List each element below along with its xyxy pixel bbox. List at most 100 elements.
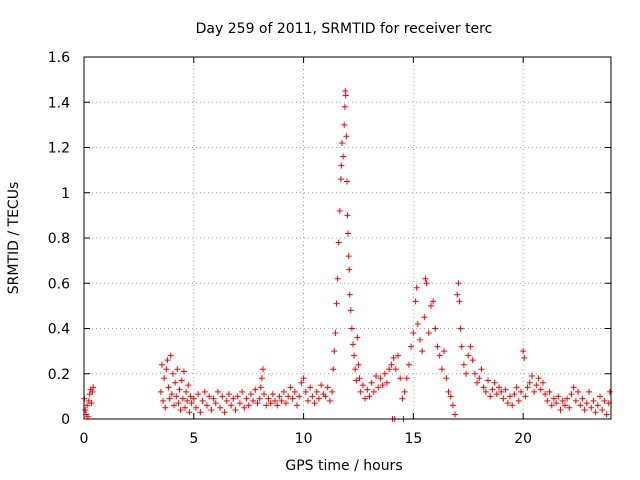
y-tick-label: 0.8 (48, 231, 70, 247)
data-point (458, 343, 465, 350)
data-point (443, 375, 450, 382)
data-point (179, 395, 186, 402)
data-point (452, 411, 459, 418)
data-point (456, 298, 463, 305)
data-point (359, 382, 366, 389)
data-point (326, 397, 333, 404)
data-point (408, 343, 415, 350)
data-point (566, 404, 573, 411)
data-point (254, 400, 261, 407)
data-point (531, 388, 538, 395)
data-point (206, 393, 213, 400)
x-tick-label: 5 (189, 431, 198, 447)
data-point (309, 393, 316, 400)
data-point (491, 379, 498, 386)
data-point (447, 393, 454, 400)
data-point (526, 379, 533, 386)
data-point (467, 343, 474, 350)
data-point (588, 404, 595, 411)
data-point (265, 395, 272, 402)
data-point (539, 379, 546, 386)
data-point (82, 406, 89, 413)
y-tick-labels: 0 0.2 0.4 0.6 0.8 1 1.2 1.4 1.6 (48, 50, 70, 428)
grid-layer (84, 57, 611, 419)
data-point (311, 400, 318, 407)
plot-frame (83, 56, 612, 420)
data-point (568, 391, 575, 398)
data-point (289, 395, 296, 402)
data-point (368, 379, 375, 386)
data-point (351, 352, 358, 359)
y-tick-label: 0 (61, 412, 70, 428)
x-tick-label: 20 (514, 431, 532, 447)
data-point (354, 334, 361, 341)
data-point (259, 366, 266, 373)
x-tick-label: 15 (404, 431, 422, 447)
data-point (228, 402, 235, 409)
data-point (537, 386, 544, 393)
data-point (245, 402, 252, 409)
data-point (278, 397, 285, 404)
data-point (465, 352, 472, 359)
data-point (175, 400, 182, 407)
data-point (223, 397, 230, 404)
data-point (302, 388, 309, 395)
data-point (460, 361, 467, 368)
data-point (422, 275, 429, 282)
data-point (296, 393, 303, 400)
data-point (344, 178, 351, 185)
data-point (482, 388, 489, 395)
data-point (172, 379, 179, 386)
data-point (412, 298, 419, 305)
data-point (337, 176, 344, 183)
data-point (379, 382, 386, 389)
data-point (606, 388, 613, 395)
data-point (427, 302, 434, 309)
data-point (506, 393, 513, 400)
data-point (401, 388, 408, 395)
data-point (445, 388, 452, 395)
data-point (338, 162, 345, 169)
data-point (230, 395, 237, 402)
data-point (252, 386, 259, 393)
data-point (174, 366, 181, 373)
data-point (390, 354, 397, 361)
data-point (341, 121, 348, 128)
data-point (158, 361, 165, 368)
data-point (208, 406, 215, 413)
data-point (544, 397, 551, 404)
data-point (167, 352, 174, 359)
data-point (577, 402, 584, 409)
data-point (485, 377, 492, 384)
data-point (362, 395, 369, 402)
data-point (315, 395, 322, 402)
data-point (550, 395, 557, 402)
data-point (419, 348, 426, 355)
data-point (561, 402, 568, 409)
data-point (183, 388, 190, 395)
data-point (356, 375, 363, 382)
data-point (421, 314, 428, 321)
data-point (280, 388, 287, 395)
data-point (190, 395, 197, 402)
data-point (344, 212, 351, 219)
data-point (332, 330, 339, 337)
data-point (239, 388, 246, 395)
x-tick-label: 10 (295, 431, 313, 447)
data-point (349, 341, 356, 348)
data-point (594, 402, 601, 409)
data-point (476, 375, 483, 382)
data-point (257, 384, 264, 391)
data-point (263, 402, 270, 409)
data-point (370, 388, 377, 395)
data-point (339, 139, 346, 146)
data-point (416, 336, 423, 343)
chart-title: Day 259 of 2011, SRMTID for receiver ter… (196, 21, 493, 37)
data-point (347, 307, 354, 314)
data-point (489, 386, 496, 393)
data-point (381, 370, 388, 377)
data-point (436, 352, 443, 359)
data-point (285, 393, 292, 400)
data-point (283, 400, 290, 407)
data-point (201, 388, 208, 395)
